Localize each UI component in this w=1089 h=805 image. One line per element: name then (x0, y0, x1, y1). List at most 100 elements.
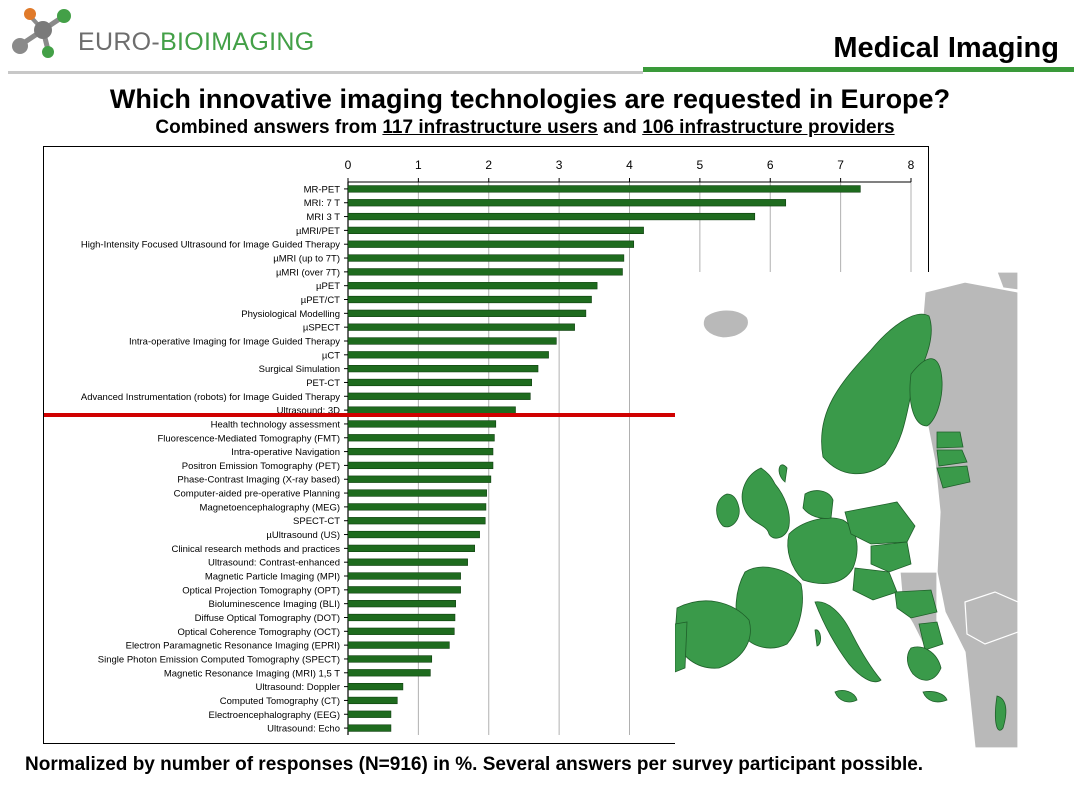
category-label: MR-PET (304, 184, 341, 195)
category-label: Optical Coherence Tomography (OCT) (178, 627, 340, 638)
category-label: Electroencephalography (EEG) (209, 710, 341, 721)
x-tick-label: 6 (767, 158, 774, 172)
bar (347, 323, 575, 331)
category-label: Surgical Simulation (259, 364, 340, 375)
category-label: High-Intensity Focused Ultrasound for Im… (81, 240, 340, 251)
euro-bioimaging-logo (12, 8, 71, 58)
x-tick-label: 0 (345, 158, 352, 172)
category-label: Clinical research methods and practices (172, 544, 341, 555)
bar (347, 337, 557, 345)
category-label: Physiological Modelling (241, 309, 340, 320)
bar (347, 641, 450, 649)
category-label: SPECT-CT (293, 516, 340, 527)
bar (347, 295, 592, 304)
category-label: Advanced Instrumentation (robots) for Im… (81, 392, 340, 403)
category-label: Ultrasound: Echo (267, 724, 340, 735)
category-label: Health technology assessment (211, 419, 341, 430)
member-countries (675, 313, 1007, 731)
subline-providers-count: 106 infrastructure providers (642, 117, 895, 138)
bar (347, 434, 495, 442)
bar (347, 378, 532, 387)
bar (347, 558, 468, 566)
bar (347, 365, 539, 373)
category-label: Magnetic Resonance Imaging (MRI) 1,5 T (164, 668, 340, 679)
section-title: Medical Imaging (833, 32, 1059, 64)
bar (347, 420, 497, 428)
category-label: Magnetic Particle Imaging (MPI) (205, 572, 340, 583)
bar (347, 517, 486, 525)
bar (347, 185, 861, 193)
bar (347, 572, 461, 580)
bar (347, 392, 531, 400)
category-label: Ultrasound: Contrast-enhanced (208, 558, 340, 569)
category-label: Single Photon Emission Computed Tomograp… (98, 654, 340, 665)
category-label: Intra-operative Imaging for Image Guided… (129, 336, 340, 347)
category-label: µPET/CT (301, 295, 340, 306)
bar (347, 475, 492, 483)
bar (347, 351, 549, 359)
logo-text-bioimaging: BIOIMAGING (160, 28, 315, 56)
europe-map (675, 272, 1018, 748)
x-tick-label: 3 (556, 158, 563, 172)
footnote: Normalized by number of responses (N=916… (25, 754, 924, 775)
category-label: µMRI (up to 7T) (273, 254, 340, 265)
slide-subheadline: Combined answers from 117 infrastructure… (0, 117, 1050, 139)
bar (347, 406, 516, 414)
x-tick-label: 2 (485, 158, 492, 172)
x-tick-label: 1 (415, 158, 422, 172)
logo-wordmark: EURO-BIOIMAGING (78, 28, 314, 57)
bar (347, 613, 456, 622)
bar (347, 503, 487, 511)
bar (347, 268, 623, 276)
category-label: µSPECT (303, 323, 340, 334)
bar (347, 627, 455, 635)
bar (347, 489, 487, 497)
category-label: Ultrasound: 3D (277, 406, 341, 417)
category-label: µCT (322, 350, 340, 361)
category-label: Intra-operative Navigation (231, 447, 340, 458)
header-rule-green (643, 67, 1074, 72)
category-label: Electron Paramagnetic Resonance Imaging … (126, 641, 340, 652)
category-label: Ultrasound: Doppler (256, 682, 341, 693)
category-label: µMRI/PET (296, 226, 340, 237)
subline-text-1: Combined answers from (155, 117, 383, 138)
category-label: MRI 3 T (306, 212, 340, 223)
category-label: Computed Tomography (CT) (220, 696, 340, 707)
category-label: µMRI (over 7T) (276, 267, 340, 278)
x-tick-label: 4 (626, 158, 633, 172)
slide-headline: Which innovative imaging technologies ar… (109, 84, 951, 114)
bar (347, 240, 635, 248)
category-label: Optical Projection Tomography (OPT) (182, 585, 340, 596)
category-label: µUltrasound (US) (266, 530, 340, 541)
category-label: PET-CT (306, 378, 340, 389)
category-label: Magnetoencephalography (MEG) (200, 502, 340, 513)
bar (347, 447, 494, 456)
bar (347, 544, 475, 552)
category-label: MRI: 7 T (304, 198, 340, 209)
bar (347, 682, 404, 691)
bar (347, 724, 392, 732)
category-label: Fluorescence-Mediated Tomography (FMT) (157, 433, 340, 444)
category-label: Positron Emission Tomography (PET) (182, 461, 340, 472)
bar (347, 309, 587, 317)
bar (347, 655, 433, 663)
x-tick-label: 8 (908, 158, 915, 172)
category-label: Phase-Contrast Imaging (X-ray based) (177, 475, 340, 486)
bar (347, 710, 392, 718)
bar (347, 586, 461, 594)
bar (347, 282, 598, 290)
bar (347, 600, 456, 608)
subline-users-count: 117 infrastructure users (382, 117, 598, 138)
x-tick-label: 5 (697, 158, 704, 172)
bar (347, 226, 644, 235)
bar (347, 669, 431, 677)
category-label: Diffuse Optical Tomography (DOT) (195, 613, 340, 624)
subline-text-2: and (597, 117, 643, 138)
bar (347, 461, 494, 470)
bar (347, 199, 787, 207)
bar (347, 212, 756, 221)
logo-text-euro: EURO- (78, 28, 161, 56)
bar (347, 254, 625, 262)
bar (347, 696, 398, 705)
